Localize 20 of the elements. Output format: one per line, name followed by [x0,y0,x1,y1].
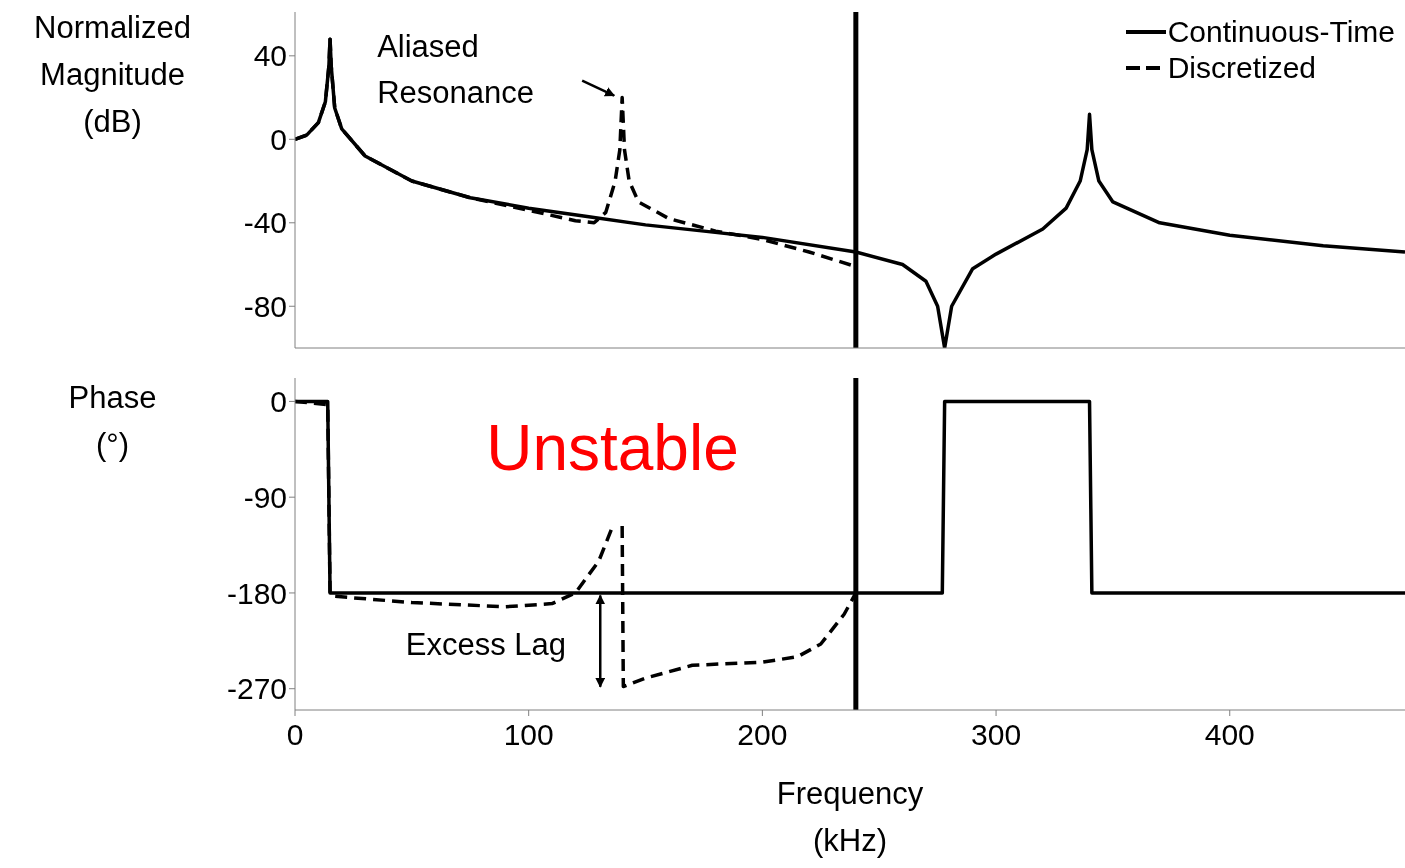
x-tick-label: 200 [737,718,788,752]
x-axis-title: Frequency (kHz) [775,775,925,860]
y-tick-label: -270 [226,672,287,706]
x-tick-label: 100 [503,718,554,752]
y-tick-label: 40 [253,39,287,73]
y-tick-label: -180 [226,576,287,610]
y-axis-title: Normalized Magnitude (dB) [33,9,192,141]
legend-label: Discretized [1167,51,1317,85]
y-tick-label: 0 [270,122,287,156]
y-tick-label: 0 [270,385,287,419]
y-axis-title: Phase (°) [67,379,158,464]
y-tick-label: -80 [243,289,287,323]
y-tick-label: -40 [243,206,287,240]
x-tick-label: 300 [971,718,1022,752]
x-tick-label: 400 [1204,718,1255,752]
annotation: Unstable [486,411,739,484]
y-tick-label: -90 [243,480,287,514]
annotation: Aliased Resonance [377,28,534,110]
annotation: Excess Lag [405,626,567,662]
legend-label: Continuous-Time [1167,15,1395,49]
